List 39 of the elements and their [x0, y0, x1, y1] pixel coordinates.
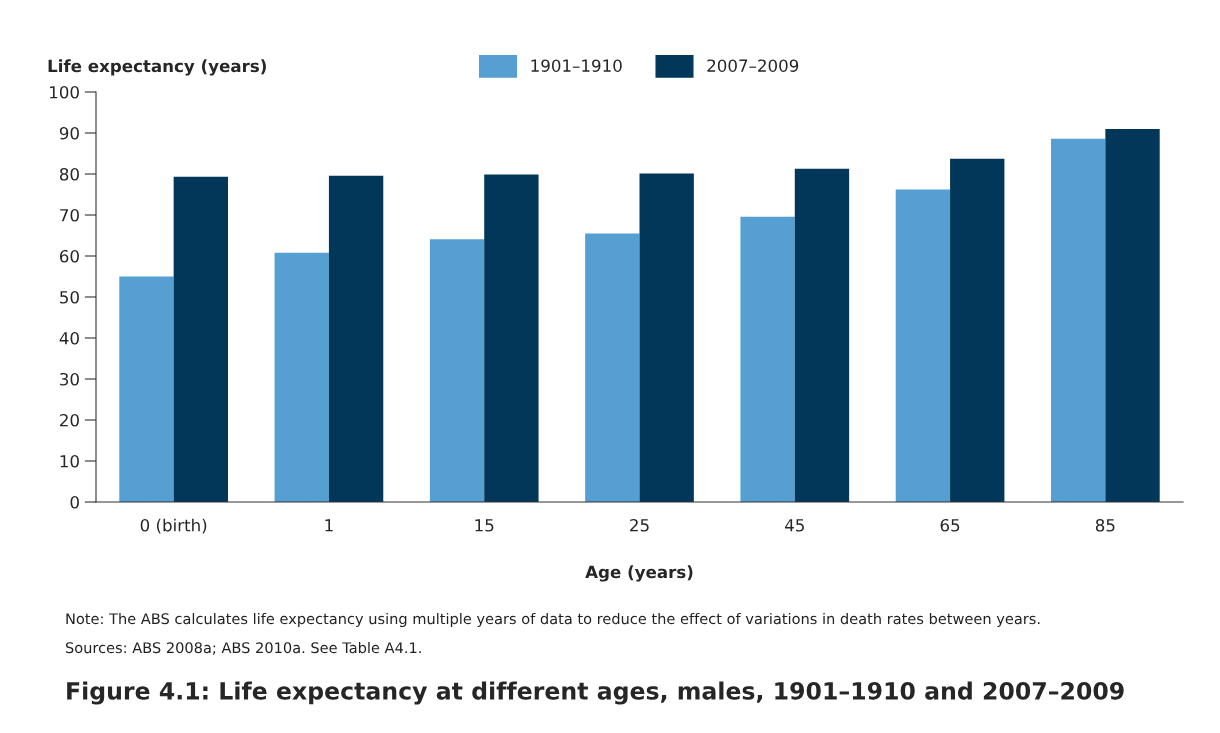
bar	[895, 189, 951, 502]
y-tick-label: 40	[59, 331, 79, 345]
y-tick-label: 0	[70, 495, 79, 509]
y-tick-label: 60	[59, 249, 79, 263]
y-tick-label: 90	[59, 126, 79, 140]
legend-label: 1901–1910	[531, 59, 622, 72]
x-tick-label: 0 (birth)	[140, 518, 207, 534]
x-tick-label: 15	[475, 519, 494, 532]
bar	[1051, 138, 1106, 502]
bar	[639, 173, 694, 502]
y-axis-title: Life expectancy (years)	[48, 59, 266, 76]
y-tick-label: 70	[60, 208, 79, 222]
x-tick-label: 65	[940, 518, 960, 532]
y-tick-label: 50	[60, 290, 79, 304]
bar	[484, 174, 539, 502]
y-tick-label: 100	[50, 85, 79, 99]
bar	[119, 276, 174, 502]
bar	[328, 175, 384, 502]
bar	[1105, 128, 1160, 502]
bar	[274, 252, 329, 502]
bar	[950, 158, 1005, 502]
y-tick-label: 10	[60, 454, 79, 468]
bar	[740, 216, 795, 502]
text: Figure 4.1: Life expectancy at different ages, males, 1901–1910 and 2007–2009	[67, 681, 1124, 705]
text: Note: The ABS calculates life expectancy using multiple years of data to reduce the effect of variations in death rates between years.	[66, 612, 1040, 628]
x-tick-label: 45	[785, 519, 804, 532]
source-note: Sources: ABS 2008a; ABS 2010a. See Table A4.1.	[65, 641, 421, 655]
bar	[173, 176, 228, 502]
y-tick-label: 80	[59, 167, 79, 181]
bar	[429, 239, 485, 502]
x-tick-label: 85	[1095, 518, 1115, 532]
bar	[585, 233, 640, 502]
x-axis-title: Age (years)	[585, 565, 693, 582]
legend-label: 2007–2009	[707, 59, 799, 72]
bar	[794, 168, 850, 502]
y-tick-label: 20	[60, 413, 79, 427]
x-tick-label: 25	[630, 518, 649, 532]
x-tick-label: 1	[325, 519, 333, 532]
y-tick-label: 30	[60, 372, 79, 386]
